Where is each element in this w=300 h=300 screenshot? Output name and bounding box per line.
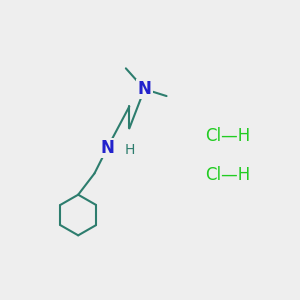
Text: N: N (137, 80, 152, 98)
Text: Cl—H: Cl—H (205, 128, 250, 146)
Text: N: N (100, 139, 114, 157)
Text: Cl—H: Cl—H (205, 166, 250, 184)
Text: H: H (125, 143, 135, 157)
